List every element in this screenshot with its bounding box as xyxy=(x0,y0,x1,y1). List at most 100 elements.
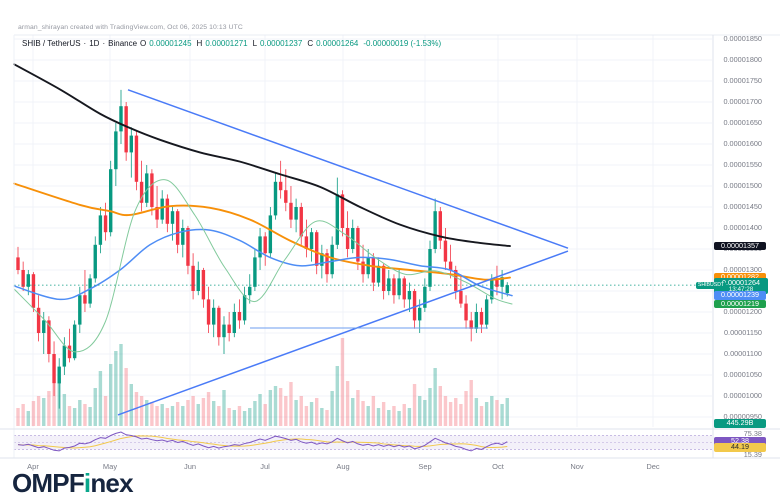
candle-body xyxy=(330,244,334,275)
symbol-price-tag: SHIBUSDT xyxy=(696,281,726,289)
legend-symbol[interactable]: SHIB / TetherUS xyxy=(22,39,81,48)
bar-countdown: 13:47:28 xyxy=(728,285,754,293)
badge-ma-short: 0.00001239 xyxy=(714,291,766,300)
legend-exchange: Binance xyxy=(108,39,138,48)
candle-body xyxy=(320,253,324,266)
volume-bar xyxy=(83,404,87,426)
volume-bar xyxy=(263,404,267,426)
volume-bar xyxy=(459,404,463,426)
candle-body xyxy=(242,295,247,321)
price-axis-label: 0.00001100 xyxy=(723,349,762,358)
candle-body xyxy=(21,270,25,287)
rsi-ma-line xyxy=(17,435,508,449)
volume-bar xyxy=(335,366,339,426)
candle-body xyxy=(381,265,386,291)
volume-bar xyxy=(232,410,236,426)
volume-bar xyxy=(88,407,92,426)
volume-value-badge: 445.29B xyxy=(714,418,766,428)
volume-bar xyxy=(145,400,149,426)
candle-body xyxy=(315,232,319,266)
volume-bar xyxy=(278,388,283,426)
ompfinex-logo: OMPFinex xyxy=(12,468,134,499)
candle-body xyxy=(423,286,427,308)
volume-bar xyxy=(294,400,298,426)
volume-bar xyxy=(402,404,406,426)
candle-body xyxy=(407,291,412,300)
candle-body xyxy=(263,236,267,254)
legend-open-value: 0.00001245 xyxy=(149,39,192,48)
legend-close-value: 0.00001264 xyxy=(316,39,359,48)
candle-body xyxy=(402,278,406,300)
volume-bar xyxy=(129,384,133,426)
price-axis-label: 0.00001200 xyxy=(723,307,762,316)
volume-bar xyxy=(443,396,448,426)
price-axis-label: 0.00001550 xyxy=(723,160,762,169)
volume-bar xyxy=(309,402,314,426)
legend-high-value: 0.00001271 xyxy=(205,39,248,48)
volume-bar xyxy=(418,396,422,426)
legend-open-label: O xyxy=(140,39,147,48)
volume-bar xyxy=(119,344,123,426)
candle-body xyxy=(289,202,293,220)
price-axis-label: 0.00001850 xyxy=(723,34,762,43)
candle-body xyxy=(57,366,61,384)
candle-body xyxy=(181,228,185,245)
volume-bar xyxy=(21,404,25,426)
candle-body xyxy=(145,173,149,203)
candle-body xyxy=(26,274,30,287)
candle-body xyxy=(273,181,278,216)
candle-body xyxy=(268,215,273,254)
candle-body xyxy=(175,211,180,245)
candle-body xyxy=(469,320,473,329)
price-axis-label: 0.00001700 xyxy=(723,97,762,106)
candle-body xyxy=(278,181,283,191)
legend-separator: · xyxy=(83,39,87,48)
volume-bar xyxy=(345,381,350,426)
volume-bar xyxy=(181,406,185,426)
logo-text-pre: OMPF xyxy=(12,468,85,498)
time-axis-label: Sep xyxy=(418,462,432,471)
volume-bar xyxy=(397,411,401,426)
candle-body xyxy=(124,106,128,153)
ma-short-blue xyxy=(13,228,513,301)
trendline-upper[interactable] xyxy=(127,89,569,249)
volume-bar xyxy=(433,368,437,426)
candle-body xyxy=(170,211,175,224)
current-price-value: 0.00001264 xyxy=(722,277,760,287)
volume-bar xyxy=(62,394,67,426)
chart-legend[interactable]: SHIB / TetherUS · 1D · Binance O 0.00001245 H 0.… xyxy=(22,39,444,48)
price-axis-label: 0.00001600 xyxy=(723,139,762,148)
volume-bar xyxy=(160,404,164,426)
volume-bar xyxy=(248,408,252,426)
trendline-lower[interactable] xyxy=(117,250,569,416)
candle-body xyxy=(387,278,391,291)
volume-bar xyxy=(469,380,473,426)
volume-bar xyxy=(299,396,303,426)
volume-bar xyxy=(387,410,391,426)
time-axis-label: Jun xyxy=(183,462,197,471)
volume-bar xyxy=(103,396,108,426)
legend-interval[interactable]: 1D xyxy=(89,39,100,48)
volume-bar xyxy=(242,411,247,426)
candle-body xyxy=(160,198,164,220)
candle-body xyxy=(36,307,41,333)
legend-change: -0.00000019 (-1.53%) xyxy=(363,39,442,48)
candle-body xyxy=(139,181,144,203)
volume-bar xyxy=(392,406,396,426)
volume-bar xyxy=(98,371,103,426)
volume-bar xyxy=(361,401,365,426)
volume-bar xyxy=(376,408,381,426)
volume-bar xyxy=(114,351,118,426)
badge-ma-long: 0.00001357 xyxy=(714,241,766,251)
volume-bar xyxy=(165,408,170,426)
volume-bar xyxy=(304,406,309,426)
candle-body xyxy=(150,173,154,207)
candle-body xyxy=(479,312,484,325)
volume-bar xyxy=(150,402,154,426)
candle-body xyxy=(340,194,345,228)
price-axis-label: 0.00001150 xyxy=(723,328,762,337)
logo-text-accent: i xyxy=(83,468,91,498)
legend-low-value: 0.00001237 xyxy=(260,39,303,48)
volume-bar xyxy=(273,386,278,426)
